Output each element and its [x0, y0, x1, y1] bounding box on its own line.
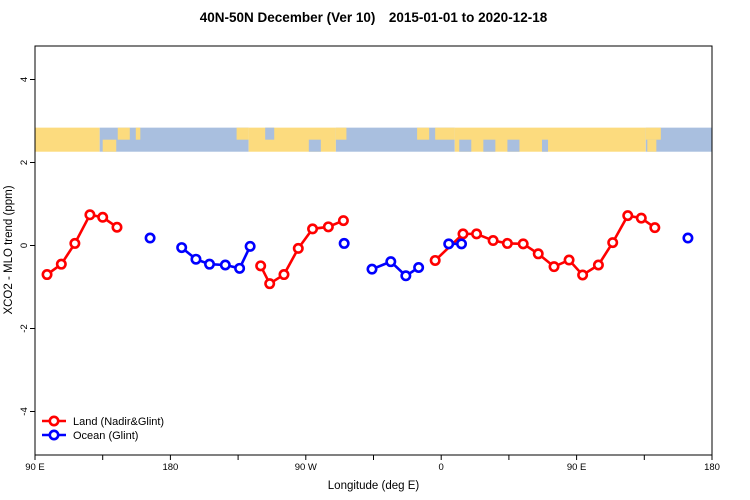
data-point-land — [457, 228, 469, 240]
y-tick-label: 2 — [19, 160, 30, 165]
data-point-land — [592, 259, 604, 271]
data-point-land — [97, 211, 109, 223]
data-point-ocean — [366, 263, 378, 275]
series-land — [41, 209, 661, 290]
y-tick-label: -2 — [19, 324, 30, 332]
data-point-land — [635, 212, 647, 224]
y-tick-label: 4 — [19, 77, 30, 82]
x-tick-label: 180 — [162, 462, 178, 473]
data-point-land — [69, 237, 81, 249]
legend: Land (Nadir&Glint) Ocean (Glint) — [42, 415, 164, 442]
map-band-detail — [435, 127, 455, 140]
legend-label: Ocean (Glint) — [73, 430, 138, 442]
map-band-detail — [645, 127, 661, 140]
x-tick-label: 180 — [704, 462, 720, 473]
chart-title: 40N-50N December (Ver 10) 2015-01-01 to … — [200, 10, 548, 25]
series-ocean — [144, 232, 694, 282]
map-band-detail — [117, 127, 130, 140]
data-point-land — [429, 254, 441, 266]
map-band-detail — [541, 139, 549, 152]
map-band — [35, 127, 712, 152]
data-point-ocean — [176, 242, 188, 254]
data-point-ocean — [413, 261, 425, 273]
map-band-detail — [417, 127, 430, 140]
data-point-ocean — [682, 232, 694, 244]
data-point-land — [41, 269, 53, 281]
data-point-land — [55, 258, 67, 270]
data-point-ocean — [456, 238, 468, 250]
data-point-land — [563, 254, 575, 266]
data-point-land — [278, 269, 290, 281]
map-band-segment — [248, 127, 336, 152]
plot-border — [34, 45, 713, 456]
data-point-ocean — [338, 237, 350, 249]
map-band-segment — [335, 127, 455, 152]
x-axis: 90 E 180 90 W 0 90 E 180 Longitude (deg E) — [25, 455, 720, 492]
data-point-land — [322, 221, 334, 233]
data-point-land — [649, 222, 661, 234]
data-point-land — [255, 260, 267, 272]
data-point-land — [517, 238, 529, 250]
data-point-ocean — [190, 253, 202, 265]
data-point-land — [307, 223, 319, 235]
data-point-ocean — [144, 232, 156, 244]
x-tick-label: 90 E — [25, 462, 45, 473]
map-band-detail — [102, 139, 117, 152]
data-point-ocean — [234, 262, 246, 274]
series-line — [434, 214, 656, 277]
legend-marker-icon — [48, 415, 60, 427]
data-point-land — [471, 228, 483, 240]
map-band-detail — [265, 127, 275, 140]
data-point-land — [292, 242, 304, 254]
map-band-detail — [647, 139, 657, 152]
data-point-ocean — [400, 270, 412, 282]
data-point-ocean — [443, 238, 455, 250]
map-band-detail — [135, 127, 141, 140]
x-axis-title: Longitude (deg E) — [328, 480, 420, 492]
y-axis-title: XCO2 - MLO trend (ppm) — [3, 185, 15, 314]
map-band-detail — [483, 139, 496, 152]
legend-marker-icon — [48, 429, 60, 441]
x-tick-label: 90 W — [295, 462, 317, 473]
series-line — [371, 260, 420, 278]
map-band-segment — [35, 127, 100, 152]
y-tick-label: -4 — [19, 407, 30, 415]
data-point-ocean — [385, 256, 397, 268]
data-point-land — [501, 237, 513, 249]
data-point-land — [84, 209, 96, 221]
data-point-land — [607, 237, 619, 249]
data-point-land — [548, 261, 560, 273]
legend-label: Land (Nadir&Glint) — [73, 416, 164, 428]
data-point-ocean — [204, 258, 216, 270]
x-tick-label: 0 — [439, 462, 444, 473]
data-point-ocean — [244, 240, 256, 252]
map-band-detail — [335, 127, 347, 140]
data-point-land — [264, 278, 276, 290]
data-point-land — [577, 269, 589, 281]
y-axis: -4 -2 0 2 4 XCO2 - MLO trend (ppm) — [3, 77, 35, 416]
data-point-land — [337, 215, 349, 227]
data-point-ocean — [219, 259, 231, 271]
y-tick-label: 0 — [19, 243, 30, 248]
map-band-detail — [308, 139, 321, 152]
map-band-detail — [507, 139, 520, 152]
data-point-land — [111, 221, 123, 233]
data-point-land — [532, 248, 544, 260]
map-band-detail — [236, 127, 249, 140]
data-point-land — [487, 235, 499, 247]
x-tick-label: 90 E — [567, 462, 587, 473]
map-band-detail — [459, 139, 472, 152]
data-point-land — [622, 210, 634, 222]
